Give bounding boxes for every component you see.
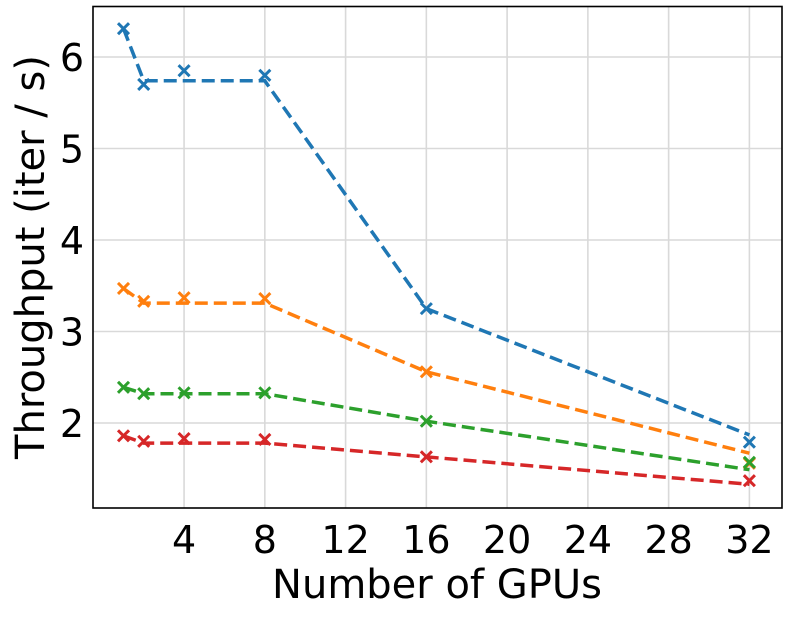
x-marker-icon [258, 68, 272, 82]
grid-lines [93, 6, 782, 508]
x-marker-icon [742, 435, 756, 449]
y-tick-label: 2 [60, 402, 84, 446]
x-marker-icon [742, 455, 756, 469]
x-marker-icon [419, 365, 433, 379]
x-marker-icon [258, 386, 272, 400]
y-axis-label: Throughput (iter / s) [8, 55, 54, 460]
x-marker-icon [137, 434, 151, 448]
x-marker-icon [177, 291, 191, 305]
x-tick-label: 12 [321, 518, 369, 562]
plot-frame [92, 5, 783, 509]
y-tick-label: 6 [60, 36, 84, 80]
x-marker-icon [116, 380, 131, 394]
x-marker-icon [258, 291, 272, 306]
series-3 [116, 380, 756, 472]
series-1 [116, 22, 756, 449]
x-axis-label: Number of GPUs [272, 562, 602, 608]
x-marker-icon [116, 281, 131, 296]
x-marker-icon [258, 432, 272, 447]
x-tick-label: 4 [172, 518, 196, 562]
x-tick-labels: 4 8 12 16 20 24 28 32 [172, 518, 774, 562]
series-line [122, 434, 750, 487]
x-tick-label: 24 [564, 518, 612, 562]
x-marker-icon [419, 414, 433, 428]
x-marker-icon [177, 386, 191, 400]
x-marker-icon [177, 64, 191, 78]
x-marker-icon [137, 77, 151, 92]
y-tick-label: 4 [60, 219, 84, 263]
x-marker-icon [137, 294, 151, 308]
series-line [122, 385, 750, 472]
x-tick-label: 20 [483, 518, 531, 562]
x-tick-label: 28 [644, 518, 692, 562]
x-marker-icon [177, 431, 191, 446]
x-marker-icon [742, 474, 756, 488]
x-marker-icon [116, 22, 131, 36]
x-marker-icon [137, 387, 151, 401]
y-tick-label: 3 [60, 311, 84, 355]
x-marker-icon [419, 302, 433, 316]
x-tick-label: 16 [402, 518, 450, 562]
x-tick-label: 32 [725, 518, 773, 562]
data-series [116, 22, 756, 488]
x-marker-icon [116, 429, 131, 443]
series-4 [116, 429, 756, 488]
y-tick-labels: 2 3 4 5 6 [60, 36, 84, 446]
series-line [122, 287, 750, 455]
x-marker-icon [419, 450, 433, 464]
series-line [121, 27, 751, 437]
x-tick-label: 8 [253, 518, 277, 562]
y-tick-label: 5 [60, 128, 84, 172]
